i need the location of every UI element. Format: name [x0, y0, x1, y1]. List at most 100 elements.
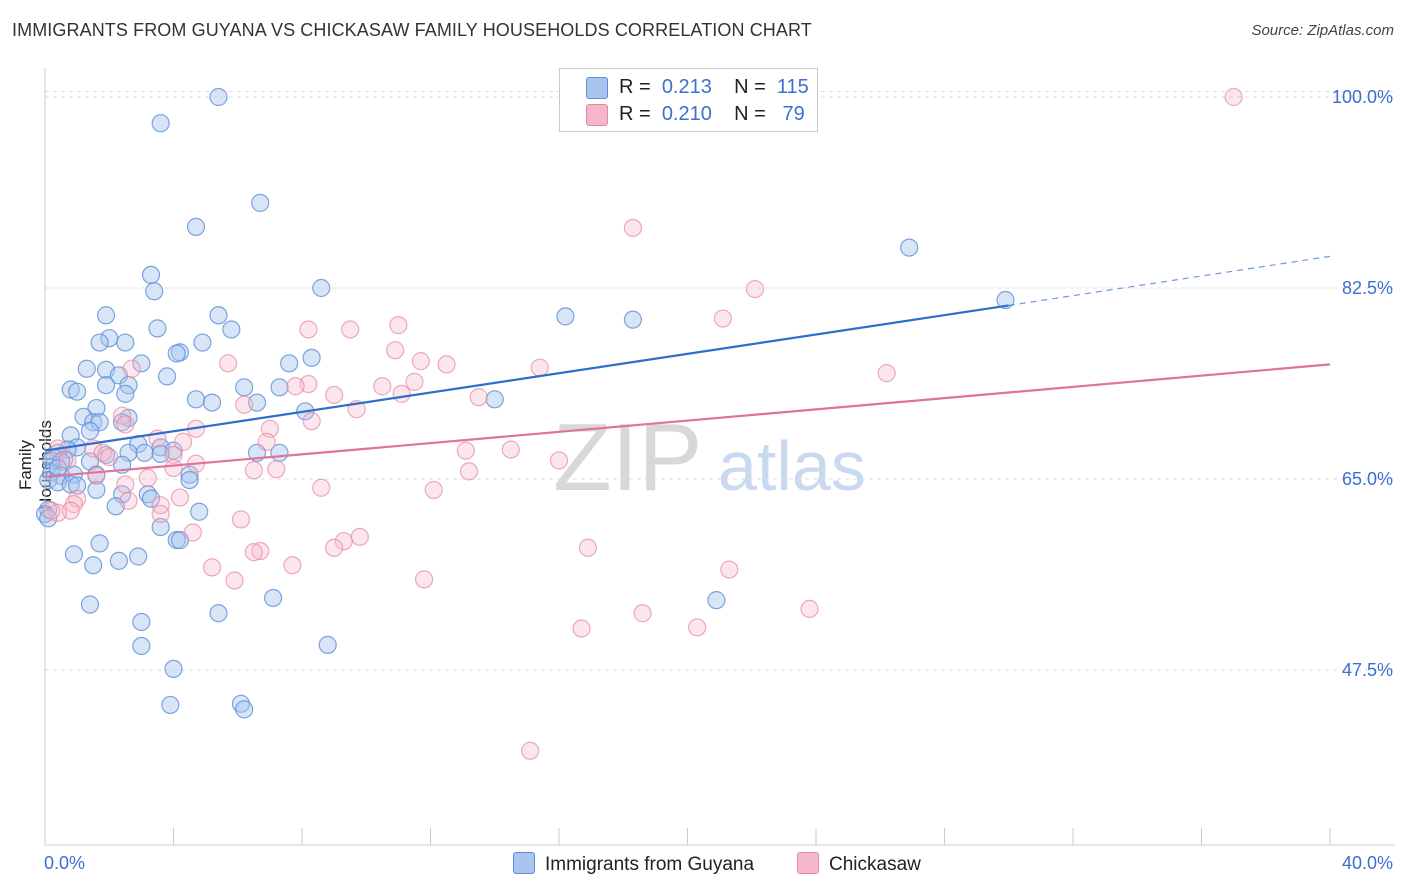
- guyana-point: [180, 465, 199, 484]
- x-tick-label-min: 0.0%: [44, 853, 85, 873]
- guyana-point: [235, 378, 254, 397]
- chickasaw-point: [202, 558, 222, 577]
- chickasaw-point: [87, 466, 106, 485]
- guyana-point: [996, 290, 1015, 310]
- guyana-point: [167, 344, 186, 363]
- source-label: Source: ZipAtlas.com: [1251, 22, 1394, 39]
- legend-n-value: 115: [776, 76, 809, 98]
- chickasaw-point: [800, 599, 819, 618]
- chickasaw-point: [405, 372, 424, 391]
- guyana-point: [209, 604, 228, 623]
- guyana-point: [68, 382, 87, 401]
- guyana-point: [145, 282, 164, 301]
- guyana-point: [263, 588, 283, 608]
- guyana-point: [164, 659, 183, 679]
- chickasaw-point: [633, 604, 652, 623]
- guyana-point: [135, 443, 154, 462]
- guyana-point: [68, 476, 87, 495]
- guyana-point: [96, 306, 116, 325]
- chickasaw-point: [286, 377, 305, 396]
- legend-n-value: 79: [782, 103, 805, 125]
- chickasaw-point: [151, 504, 170, 524]
- legend-r-label: R =: [619, 103, 651, 125]
- chickasaw-point: [411, 352, 430, 371]
- guyana-point: [707, 591, 726, 610]
- y-tick-label: 100.0%: [1332, 87, 1393, 107]
- guyana-point: [157, 367, 177, 386]
- guyana-point: [77, 359, 96, 378]
- guyana-point: [116, 333, 135, 352]
- guyana-point: [132, 354, 151, 373]
- chickasaw-point: [334, 532, 353, 551]
- chickasaw-point: [164, 445, 183, 465]
- legend-r-label: R =: [619, 76, 651, 98]
- chickasaw-point: [459, 462, 479, 481]
- chickasaw-point: [720, 560, 739, 579]
- guyana-point: [132, 612, 151, 632]
- guyana-point: [235, 700, 254, 719]
- chickasaw-point: [549, 451, 569, 470]
- y-tick-label: 65.0%: [1342, 469, 1393, 489]
- guyana-point: [80, 421, 100, 441]
- watermark: ZIP atlas: [553, 404, 866, 511]
- chickasaw-point: [325, 538, 344, 557]
- legend-n-label: N =: [734, 103, 766, 125]
- guyana-trendline: [44, 304, 1009, 452]
- y-tick-label: 82.5%: [1342, 278, 1393, 298]
- chickasaw-point: [225, 571, 244, 590]
- chickasaw-point: [386, 341, 405, 360]
- guyana-point: [141, 489, 161, 508]
- chickasaw-point: [122, 359, 141, 378]
- guyana-point: [180, 470, 199, 490]
- chickasaw-point: [530, 358, 549, 377]
- chickasaw-point: [244, 461, 263, 480]
- chickasaw-point: [267, 460, 286, 479]
- chickasaw-point: [437, 355, 456, 374]
- chickasaw-point: [392, 384, 411, 403]
- chickasaw-point: [58, 451, 77, 470]
- guyana-point: [186, 390, 206, 409]
- chickasaw-point: [578, 538, 598, 557]
- guyana-point: [84, 556, 103, 575]
- bottom-legend-swatch-chickasaw: [797, 852, 819, 874]
- chickasaw-point: [119, 491, 138, 510]
- guyana-point: [112, 413, 132, 432]
- guyana-point: [161, 695, 180, 715]
- chickasaw-point: [688, 618, 707, 637]
- chickasaw-point: [116, 415, 135, 434]
- chickasaw-point: [257, 432, 276, 451]
- watermark-atlas: atlas: [718, 427, 866, 505]
- guyana-point: [141, 265, 161, 285]
- guyana-point: [270, 378, 289, 397]
- chickasaw-point: [745, 279, 765, 299]
- chickasaw-point: [341, 320, 360, 339]
- guyana-point: [151, 517, 170, 537]
- guyana-point: [302, 348, 321, 367]
- chickasaw-point: [389, 316, 408, 335]
- guyana-point: [900, 238, 919, 257]
- guyana-point: [312, 278, 331, 298]
- chickasaw-point: [572, 619, 591, 638]
- chickasaw-point: [877, 364, 896, 383]
- chickasaw-point: [424, 480, 443, 500]
- watermark-zip: ZIP: [553, 404, 702, 511]
- bottom-legend-swatch-guyana: [513, 852, 535, 874]
- bottom-legend-guyana: Immigrants from Guyana: [513, 852, 754, 876]
- chickasaw-point: [251, 541, 270, 561]
- guyana-point: [485, 390, 504, 409]
- guyana-point: [251, 193, 270, 212]
- chickasaw-point: [373, 377, 392, 396]
- chickasaw-point: [302, 412, 321, 431]
- guyana-point: [129, 547, 148, 566]
- bottom-legend-label-guyana: Immigrants from Guyana: [545, 854, 755, 875]
- guyana-point: [193, 333, 212, 352]
- legend-swatch-chickasaw: [586, 104, 608, 126]
- guyana-point: [190, 502, 209, 521]
- legend-r-value: 0.210: [661, 103, 712, 125]
- guyana-point: [151, 444, 170, 463]
- chickasaw-point: [283, 556, 302, 575]
- bottom-legend-chickasaw: Chickasaw: [797, 852, 921, 876]
- y-tick-label: 47.5%: [1342, 660, 1393, 680]
- guyana-point: [87, 480, 106, 500]
